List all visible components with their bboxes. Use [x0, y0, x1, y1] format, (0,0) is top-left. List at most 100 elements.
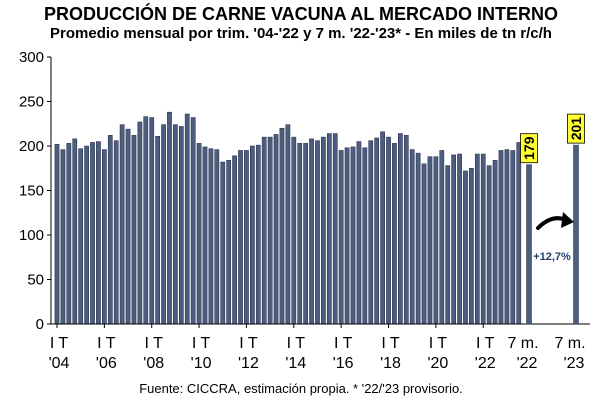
- bar: [250, 145, 255, 325]
- x-tick-label: I T: [287, 335, 306, 352]
- bar: [380, 131, 385, 325]
- bar: [463, 170, 468, 325]
- period-bars: 179 7 m. '22 201 7 m. '23: [507, 113, 586, 372]
- bar: [184, 113, 190, 325]
- bar: [480, 153, 486, 325]
- bar: [374, 137, 380, 325]
- x-tick-label: I T: [429, 335, 448, 352]
- source-note: Fuente: CICCRA, estimación propia. * '22…: [139, 381, 463, 396]
- bar: [167, 111, 172, 325]
- x-tick-label: '12: [238, 355, 259, 372]
- x-tick-label: '08: [143, 355, 164, 372]
- bar: [344, 147, 350, 325]
- x-tick-label: 7 m.: [554, 335, 585, 352]
- bar: [474, 153, 480, 325]
- bar: [72, 138, 78, 325]
- x-tick-label: 7 m.: [507, 335, 538, 352]
- bar: [362, 147, 368, 325]
- bar: [415, 152, 421, 325]
- annotation: +12,7%: [533, 212, 574, 263]
- bar: [368, 140, 374, 325]
- y-tick-label: 100: [19, 227, 44, 244]
- x-tick-label: I T: [192, 335, 211, 352]
- bar: [102, 149, 107, 325]
- bar: [261, 136, 267, 325]
- data-label: 179: [521, 136, 537, 160]
- growth-annotation: +12,7%: [533, 251, 571, 263]
- x-tick-label: '22: [517, 355, 538, 372]
- bar: [107, 135, 113, 325]
- x-tick-label: I T: [476, 335, 495, 352]
- bar: [54, 143, 60, 325]
- bar: [178, 126, 184, 325]
- bar: [439, 150, 445, 325]
- bar: [279, 127, 285, 325]
- bar: [208, 148, 214, 325]
- y-tick-label: 50: [27, 272, 44, 289]
- bar: [350, 146, 356, 325]
- x-tick-label: I T: [334, 335, 353, 352]
- bar: [421, 163, 427, 325]
- bar: [125, 128, 131, 325]
- bar: [510, 150, 516, 325]
- bar: [338, 150, 344, 325]
- y-tick-label: 200: [19, 138, 44, 155]
- bar: [238, 150, 243, 325]
- x-tick-label: I T: [239, 335, 258, 352]
- bar: [60, 149, 66, 325]
- bar: [255, 144, 261, 325]
- bar: [202, 146, 208, 325]
- bar: [427, 156, 433, 325]
- bar: [315, 140, 320, 325]
- x-tick-label: '20: [427, 355, 448, 372]
- x-tick-label: '23: [564, 355, 585, 372]
- x-tick-label: '22: [475, 355, 496, 372]
- bar: [155, 135, 160, 325]
- x-tick-label: '18: [380, 355, 401, 372]
- bar: [131, 135, 137, 325]
- bar: [409, 149, 415, 325]
- bar: [220, 161, 226, 325]
- bar: [516, 142, 522, 325]
- bar: [321, 136, 326, 325]
- bar: [161, 124, 166, 325]
- x-tick-label: I T: [381, 335, 400, 352]
- x-tick-label: '14: [285, 355, 306, 372]
- bar: [457, 153, 462, 325]
- bar: [143, 116, 149, 325]
- x-axis: I T '04 I T '06 I T '08 I T '10 I T '12 I T '14 I T '…: [49, 323, 590, 372]
- period-bar: [526, 164, 532, 325]
- bar: [398, 133, 403, 325]
- bar: [504, 149, 510, 325]
- data-label-box: [520, 133, 538, 164]
- bar: [303, 143, 308, 325]
- y-axis: 0 50 100 150 200 250 300: [19, 49, 52, 333]
- bar: [486, 165, 492, 325]
- y-tick-label: 150: [19, 183, 44, 200]
- bar: [119, 124, 125, 325]
- x-tick-label: '04: [49, 355, 70, 372]
- x-tick-label: '16: [333, 355, 354, 372]
- x-tick-label: '06: [96, 355, 117, 372]
- bar: [273, 134, 279, 325]
- bar: [451, 154, 456, 325]
- bar: [90, 142, 95, 325]
- bar: [433, 156, 439, 325]
- bar: [214, 149, 220, 325]
- bar: [78, 148, 84, 325]
- bar: [309, 138, 314, 325]
- bar: [190, 117, 196, 325]
- bar: [356, 141, 362, 325]
- bar: [66, 143, 72, 325]
- bar: [392, 143, 397, 325]
- bar: [137, 121, 143, 325]
- bar: [326, 133, 332, 325]
- chart-title: PRODUCCIÓN DE CARNE VACUNA AL MERCADO IN…: [43, 4, 558, 24]
- x-tick-label: I T: [50, 335, 69, 352]
- bar: [332, 133, 338, 325]
- y-tick-label: 0: [36, 316, 44, 333]
- arrow-head-icon: [561, 212, 574, 228]
- bar: [96, 141, 101, 325]
- data-label-box: [567, 113, 585, 144]
